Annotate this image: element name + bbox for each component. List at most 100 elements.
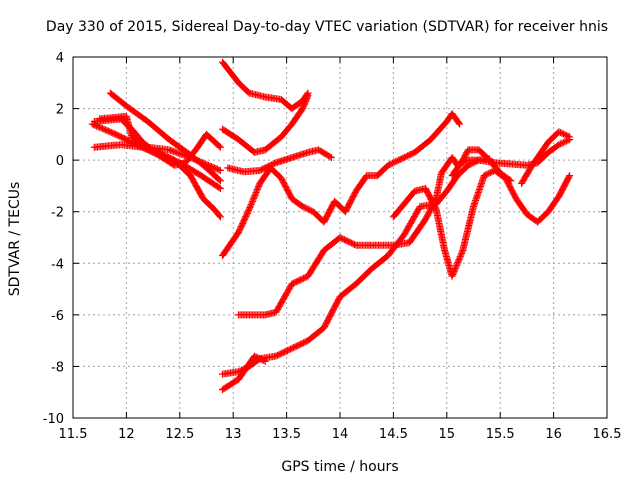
data-point-marker <box>93 122 101 130</box>
data-point-marker <box>452 263 460 271</box>
data-point-marker <box>457 251 465 259</box>
data-point-marker <box>212 165 220 173</box>
data-point-marker <box>252 353 260 361</box>
data-point-marker <box>245 207 253 215</box>
data-point-marker <box>97 124 105 132</box>
data-point-marker <box>215 184 223 192</box>
data-point-marker <box>251 191 259 199</box>
data-point-marker <box>247 201 255 209</box>
data-point-marker <box>305 206 313 214</box>
data-point-marker <box>99 125 107 133</box>
data-point-marker <box>506 176 514 184</box>
data-point-marker <box>451 265 459 273</box>
series-track-10 <box>235 136 574 319</box>
data-point-marker <box>195 157 203 165</box>
data-point-marker <box>454 257 462 265</box>
data-point-marker <box>390 158 398 166</box>
data-point-marker <box>458 249 466 257</box>
y-tick-label: 0 <box>56 154 64 169</box>
data-point-marker <box>245 205 253 213</box>
data-point-marker <box>564 132 572 140</box>
data-point-marker <box>216 166 224 174</box>
data-point-marker <box>188 154 196 162</box>
data-point-marker <box>463 149 471 157</box>
series-track-13 <box>389 166 574 280</box>
data-point-marker <box>257 355 265 363</box>
data-point-marker <box>566 172 574 180</box>
data-point-marker <box>300 203 308 211</box>
series-track-14 <box>448 146 515 185</box>
series-track-12 <box>219 352 269 394</box>
data-point-marker <box>254 354 262 362</box>
x-tick-label: 15.5 <box>486 427 515 442</box>
data-point-marker <box>459 156 467 164</box>
data-point-marker <box>216 213 224 221</box>
data-point-marker <box>473 157 481 165</box>
series-track-15 <box>518 128 574 187</box>
data-point-marker <box>561 131 569 139</box>
data-point-marker <box>472 158 480 166</box>
data-point-marker <box>565 173 573 181</box>
data-point-marker <box>216 185 224 193</box>
data-point-marker <box>486 169 494 177</box>
data-points <box>88 58 574 394</box>
data-point-marker <box>109 129 117 137</box>
axis-ticks: 11.5 12 12.5 13 13.5 14 14.5 15 15.5 16 16.5 -10 -8 -… <box>43 51 622 442</box>
data-point-marker <box>258 356 266 364</box>
data-point-marker <box>453 260 461 268</box>
data-point-marker <box>560 130 568 138</box>
series-track-5 <box>96 112 224 174</box>
data-point-marker <box>246 204 254 212</box>
series-track-9 <box>219 110 464 260</box>
y-tick-label: -10 <box>43 412 64 427</box>
data-point-marker <box>558 139 566 147</box>
x-axis-label: GPS time / hours <box>281 459 398 475</box>
data-point-marker <box>306 206 314 214</box>
data-point-marker <box>209 163 217 171</box>
y-axis-label: SDTVAR / TECUs <box>7 182 23 297</box>
data-point-marker <box>393 157 401 165</box>
y-tick-label: -4 <box>51 257 64 272</box>
data-point-marker <box>261 357 269 365</box>
chart-title: Day 330 of 2015, Sidereal Day-to-day VTE… <box>46 19 608 35</box>
data-point-marker <box>246 202 254 210</box>
data-point-marker <box>100 125 108 133</box>
x-tick-label: 12 <box>118 427 135 442</box>
data-point-marker <box>252 188 260 196</box>
x-tick-label: 13 <box>225 427 242 442</box>
data-point-marker <box>198 159 206 167</box>
data-point-marker <box>142 142 150 150</box>
data-point-marker <box>555 141 563 149</box>
data-point-marker <box>450 268 458 276</box>
data-point-marker <box>480 172 488 180</box>
data-point-marker <box>104 127 112 135</box>
data-point-marker <box>449 271 457 279</box>
data-point-marker <box>461 152 469 160</box>
data-point-marker <box>566 133 574 141</box>
data-point-marker <box>464 161 472 169</box>
data-point-marker <box>251 352 259 360</box>
data-point-marker <box>194 157 202 165</box>
data-point-marker <box>250 193 258 201</box>
x-tick-label: 15 <box>439 427 456 442</box>
data-point-marker <box>253 187 261 195</box>
x-tick-label: 14.5 <box>379 427 408 442</box>
data-point-marker <box>507 177 515 185</box>
data-point-marker <box>249 196 257 204</box>
data-point-marker <box>302 204 310 212</box>
data-point-marker <box>555 128 563 136</box>
data-point-marker <box>453 262 461 270</box>
data-point-marker <box>103 126 111 134</box>
data-point-marker <box>469 159 477 167</box>
data-point-marker <box>255 354 263 362</box>
data-point-marker <box>462 150 470 158</box>
y-tick-label: -2 <box>51 206 64 221</box>
data-point-marker <box>216 143 224 151</box>
data-point-marker <box>563 131 571 139</box>
data-point-marker <box>431 204 439 212</box>
x-tick-label: 12.5 <box>165 427 194 442</box>
x-tick-label: 13.5 <box>272 427 301 442</box>
data-point-marker <box>470 158 478 166</box>
data-point-marker <box>392 158 400 166</box>
